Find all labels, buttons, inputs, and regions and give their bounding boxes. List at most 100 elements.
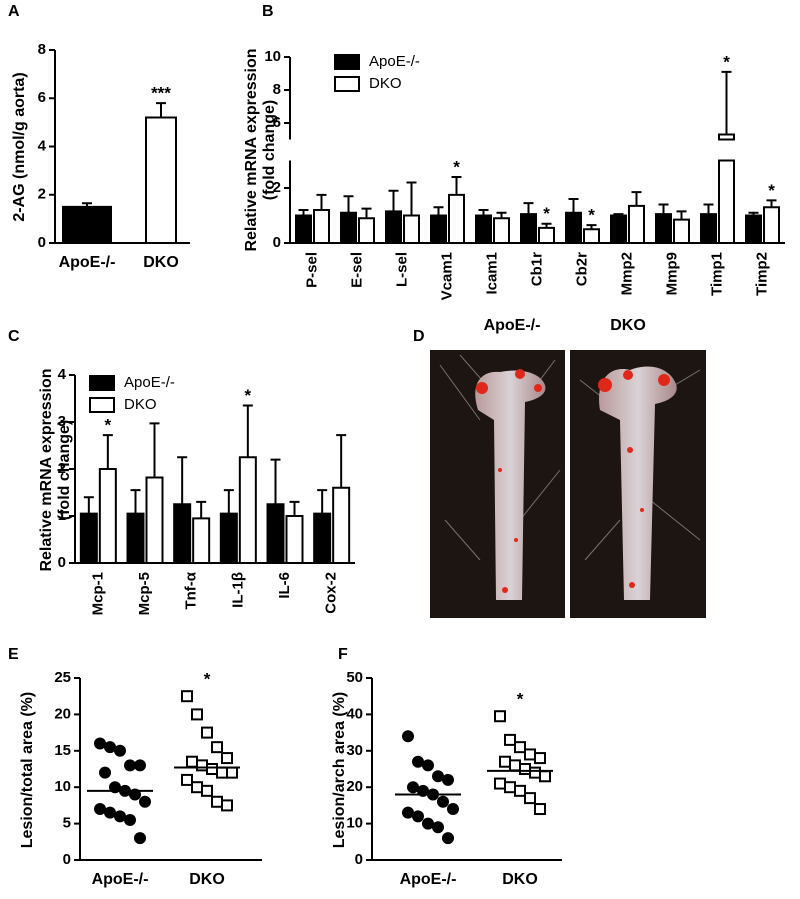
bar	[655, 213, 672, 244]
y-tick-label: 0	[58, 554, 66, 571]
x-tick-label: ApoE-/-	[92, 871, 149, 888]
x-tick-label: Cb2r	[573, 252, 590, 286]
y-tick-label: 10	[54, 778, 71, 795]
point	[221, 799, 233, 812]
error-bar	[766, 199, 777, 208]
legend-swatch	[334, 76, 360, 92]
legend-label: ApoE-/-	[124, 374, 175, 391]
y-tick-label: 10	[346, 815, 363, 832]
bar	[358, 217, 375, 244]
y-tick-label: 4	[38, 137, 47, 154]
point	[99, 766, 111, 779]
error-bar	[496, 211, 507, 219]
y-tick-label: 1	[58, 507, 66, 524]
x-tick-label: Mcp-1	[89, 572, 106, 615]
bar	[583, 228, 600, 244]
y-tick-label: 0	[273, 234, 281, 251]
y-tick-label: 20	[346, 778, 363, 795]
y-tick-label: 0	[63, 851, 71, 868]
y-tick-label: 6	[273, 114, 281, 131]
y-tick-label: 0	[355, 851, 363, 868]
x-tick-label: Tnf-α	[183, 571, 200, 609]
legend-label: DKO	[124, 396, 157, 413]
point	[432, 821, 444, 834]
significance: *	[517, 690, 524, 709]
x-tick-label: L-sel	[393, 252, 410, 287]
x-tick-label: Timp1	[708, 252, 725, 296]
y-tick-label: 8	[273, 81, 281, 98]
point	[509, 759, 521, 772]
point	[524, 748, 536, 761]
point	[412, 810, 424, 823]
x-tick-label: DKO	[502, 871, 538, 888]
x-tick-label: Mmp9	[663, 252, 680, 295]
y-tick-label: 6	[38, 89, 46, 106]
bar	[718, 133, 735, 244]
point	[499, 755, 511, 768]
point	[514, 784, 526, 797]
bar	[565, 211, 582, 244]
error-bar	[317, 489, 328, 514]
legend-label: DKO	[369, 75, 402, 92]
bar	[538, 226, 555, 244]
bar	[313, 209, 330, 244]
point	[412, 755, 424, 768]
point	[216, 766, 228, 779]
error-bar	[156, 102, 166, 118]
bar	[238, 456, 257, 564]
bar	[610, 214, 627, 244]
error-bar	[748, 211, 759, 216]
error-bar	[721, 70, 732, 135]
point	[402, 730, 414, 743]
error-bar	[242, 404, 253, 458]
point	[134, 759, 146, 772]
error-bar	[703, 203, 714, 215]
y-tick-label: 30	[346, 742, 363, 759]
point	[196, 759, 208, 772]
error-bar	[343, 195, 354, 213]
point	[201, 784, 213, 797]
bar	[332, 486, 351, 564]
x-tick-label: Vcam1	[438, 252, 455, 300]
x-tick-label: Icam1	[483, 252, 500, 295]
point	[494, 710, 506, 723]
point	[519, 763, 531, 775]
y-tick-label: 2	[38, 186, 46, 203]
x-tick-label: Cox-2	[323, 572, 340, 614]
legend-label: ApoE-/-	[369, 53, 420, 70]
aorta-dko	[599, 366, 677, 600]
error-bar	[289, 500, 300, 516]
aorta-apoe	[475, 370, 546, 600]
bar	[520, 213, 537, 244]
error-bar	[102, 434, 113, 469]
x-tick-label: ApoE-/-	[400, 871, 457, 888]
error-bar	[83, 496, 94, 514]
error-bar	[82, 202, 92, 207]
error-bar	[270, 458, 281, 505]
bar	[295, 214, 312, 244]
point	[221, 752, 233, 765]
y-axis-label: (fold change)	[261, 100, 278, 200]
photo-panel	[430, 350, 706, 618]
y-axis-label: 2-AG (nmol/g aorta)	[11, 72, 28, 221]
panel-label: B	[262, 3, 274, 20]
photo-label: DKO	[610, 317, 646, 334]
error-bar	[316, 193, 327, 210]
point	[104, 741, 116, 754]
bar	[673, 218, 690, 244]
y-axis-label: Relative mRNA expression	[38, 368, 55, 571]
bar	[266, 503, 285, 564]
y-axis-label: Lesion/total area (%)	[19, 692, 36, 848]
point	[226, 766, 238, 779]
error-bar	[336, 434, 347, 488]
bar	[145, 116, 177, 244]
error-bar	[586, 224, 597, 230]
point	[211, 795, 223, 808]
point	[447, 803, 459, 816]
bar	[79, 512, 98, 564]
bar	[763, 206, 780, 244]
error-bar	[196, 500, 207, 519]
y-axis-label: Lesion/arch area (%)	[331, 692, 348, 849]
